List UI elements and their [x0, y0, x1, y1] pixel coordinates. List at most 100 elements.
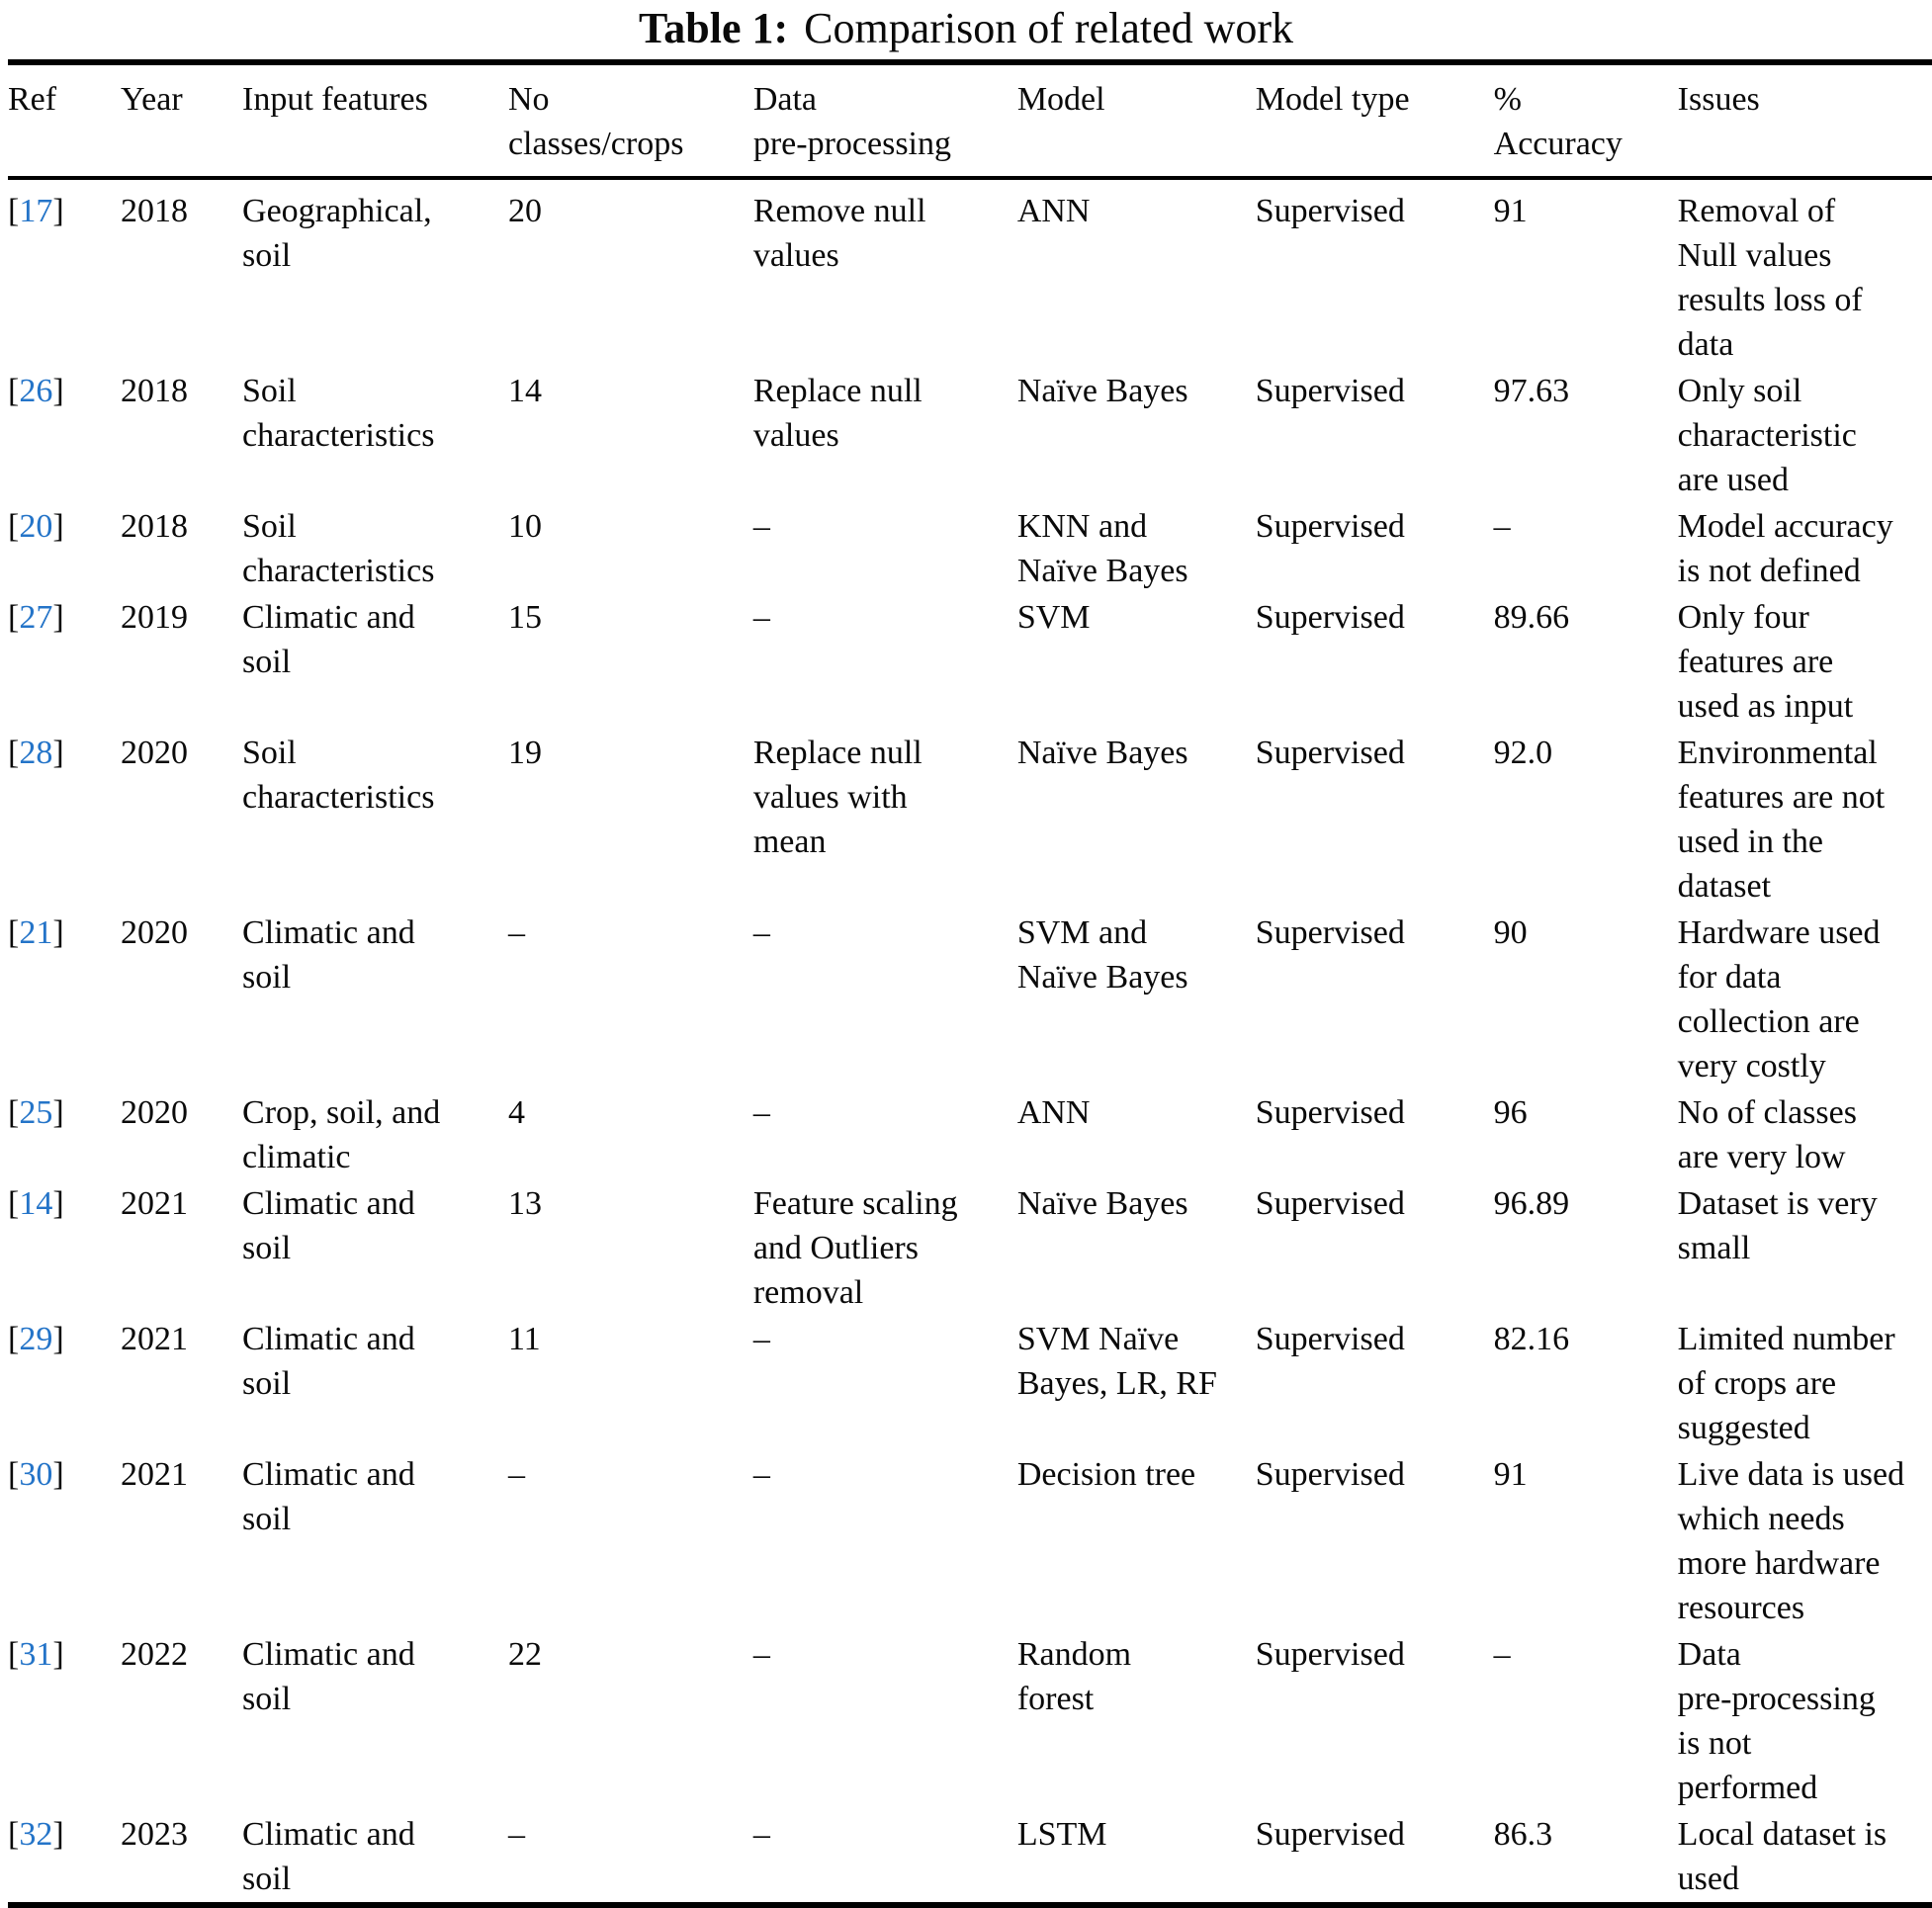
- model-type-cell: Supervised: [1255, 1094, 1405, 1131]
- preprocessing-cell: Feature scaling and Outliers removal: [752, 1185, 958, 1311]
- citation-link[interactable]: 32: [19, 1816, 53, 1853]
- citation-link[interactable]: 17: [19, 193, 53, 229]
- year-cell: 2020: [121, 914, 189, 951]
- bracket-close: ]: [52, 1816, 64, 1853]
- citation-link[interactable]: 28: [19, 735, 53, 771]
- preprocessing-cell: –: [752, 1636, 770, 1673]
- classes-crops-cell: 4: [507, 1094, 525, 1131]
- ref-cell: [28]: [8, 730, 121, 910]
- preprocessing-cell: –: [752, 914, 770, 951]
- accuracy-cell: 91: [1493, 193, 1528, 229]
- ref-cell: [27]: [8, 594, 121, 730]
- accuracy-cell: 92.0: [1493, 735, 1553, 771]
- bracket-close: ]: [52, 735, 64, 771]
- year-cell: 2021: [121, 1185, 189, 1222]
- input-features-cell: Climatic and soil: [242, 1636, 415, 1717]
- col-header-classes-crops: No classes/crops: [507, 62, 753, 180]
- header-row: Ref Year Input features No classes/crops…: [8, 62, 1932, 180]
- citation-link[interactable]: 26: [19, 373, 53, 409]
- citation-link[interactable]: 25: [19, 1094, 53, 1131]
- table-caption: Table 1: Comparison of related work: [0, 2, 1932, 55]
- col-header-model: Model: [1016, 62, 1256, 180]
- model-cell: ANN: [1016, 193, 1091, 229]
- model-cell: Naïve Bayes: [1016, 735, 1188, 771]
- col-header-ref: Ref: [8, 62, 122, 180]
- citation-link[interactable]: 29: [19, 1321, 53, 1357]
- bracket-open: [: [8, 373, 20, 409]
- issues-cell: Model accuracy is not defined: [1677, 508, 1893, 589]
- model-cell: SVM: [1016, 599, 1091, 636]
- bracket-open: [: [8, 599, 20, 636]
- preprocessing-cell: –: [752, 1456, 770, 1493]
- year-cell: 2021: [121, 1456, 189, 1493]
- accuracy-cell: –: [1493, 508, 1511, 545]
- preprocessing-cell: –: [752, 1321, 770, 1357]
- bracket-close: ]: [52, 914, 64, 951]
- citation-link[interactable]: 14: [19, 1185, 53, 1222]
- issues-cell: Only soil characteristic are used: [1677, 373, 1857, 498]
- year-cell: 2023: [121, 1816, 189, 1853]
- table-row: [14] 2021 Climatic and soil 13 Feature s…: [8, 1180, 1932, 1316]
- year-cell: 2019: [121, 599, 189, 636]
- citation-link[interactable]: 31: [19, 1636, 53, 1673]
- model-type-cell: Supervised: [1255, 599, 1405, 636]
- issues-cell: Hardware used for data collection are ve…: [1677, 914, 1881, 1084]
- table-row: [27] 2019 Climatic and soil 15 – SVM Sup…: [8, 594, 1932, 730]
- classes-crops-cell: 15: [507, 599, 542, 636]
- col-header-accuracy: % Accuracy: [1493, 62, 1678, 180]
- bracket-open: [: [8, 193, 20, 229]
- issues-cell: No of classes are very low: [1677, 1094, 1857, 1175]
- preprocessing-cell: Replace null values with mean: [752, 735, 922, 860]
- model-cell: Decision tree: [1016, 1456, 1196, 1493]
- citation-link[interactable]: 21: [19, 914, 53, 951]
- model-type-cell: Supervised: [1255, 1636, 1405, 1673]
- accuracy-cell: 86.3: [1493, 1816, 1553, 1853]
- bracket-close: ]: [52, 1094, 64, 1131]
- preprocessing-cell: –: [752, 1094, 770, 1131]
- table-row: [21] 2020 Climatic and soil – – SVM and …: [8, 910, 1932, 1089]
- classes-crops-cell: –: [507, 914, 525, 951]
- bracket-close: ]: [52, 373, 64, 409]
- issues-cell: Removal of Null values results loss of d…: [1677, 193, 1863, 363]
- col-header-input-features: Input features: [242, 62, 508, 180]
- bracket-close: ]: [52, 599, 64, 636]
- bracket-close: ]: [52, 508, 64, 545]
- table-body: [17] 2018 Geographical, soil 20 Remove n…: [8, 178, 1932, 1905]
- input-features-cell: Climatic and soil: [242, 599, 415, 680]
- model-cell: Naïve Bayes: [1016, 373, 1188, 409]
- bracket-close: ]: [52, 1636, 64, 1673]
- caption-label: Table 1:: [638, 4, 789, 52]
- input-features-cell: Climatic and soil: [242, 1321, 415, 1402]
- ref-cell: [25]: [8, 1089, 121, 1180]
- issues-cell: Dataset is very small: [1677, 1185, 1878, 1266]
- input-features-cell: Soil characteristics: [242, 373, 435, 454]
- classes-crops-cell: 13: [507, 1185, 542, 1222]
- preprocessing-cell: –: [752, 599, 770, 636]
- model-type-cell: Supervised: [1255, 1816, 1405, 1853]
- accuracy-cell: 89.66: [1493, 599, 1570, 636]
- ref-cell: [14]: [8, 1180, 121, 1316]
- accuracy-cell: 82.16: [1493, 1321, 1570, 1357]
- caption-text: Comparison of related work: [804, 4, 1294, 52]
- classes-crops-cell: 22: [507, 1636, 542, 1673]
- year-cell: 2018: [121, 373, 189, 409]
- table-row: [17] 2018 Geographical, soil 20 Remove n…: [8, 178, 1932, 368]
- issues-cell: Only four features are used as input: [1677, 599, 1854, 725]
- citation-link[interactable]: 27: [19, 599, 53, 636]
- bracket-open: [: [8, 1816, 20, 1853]
- table-row: [30] 2021 Climatic and soil – – Decision…: [8, 1451, 1932, 1631]
- table-row: [31] 2022 Climatic and soil 22 – Random …: [8, 1631, 1932, 1811]
- classes-crops-cell: –: [507, 1456, 525, 1493]
- citation-link[interactable]: 30: [19, 1456, 53, 1493]
- table-row: [28] 2020 Soil characteristics 19 Replac…: [8, 730, 1932, 910]
- model-cell: SVM and Naïve Bayes: [1016, 914, 1188, 996]
- preprocessing-cell: Remove null values: [752, 193, 926, 274]
- related-work-table: Ref Year Input features No classes/crops…: [8, 59, 1932, 1908]
- year-cell: 2020: [121, 1094, 189, 1131]
- citation-link[interactable]: 20: [19, 508, 53, 545]
- bracket-open: [: [8, 735, 20, 771]
- year-cell: 2018: [121, 508, 189, 545]
- input-features-cell: Climatic and soil: [242, 1456, 415, 1537]
- bracket-open: [: [8, 1321, 20, 1357]
- classes-crops-cell: –: [507, 1816, 525, 1853]
